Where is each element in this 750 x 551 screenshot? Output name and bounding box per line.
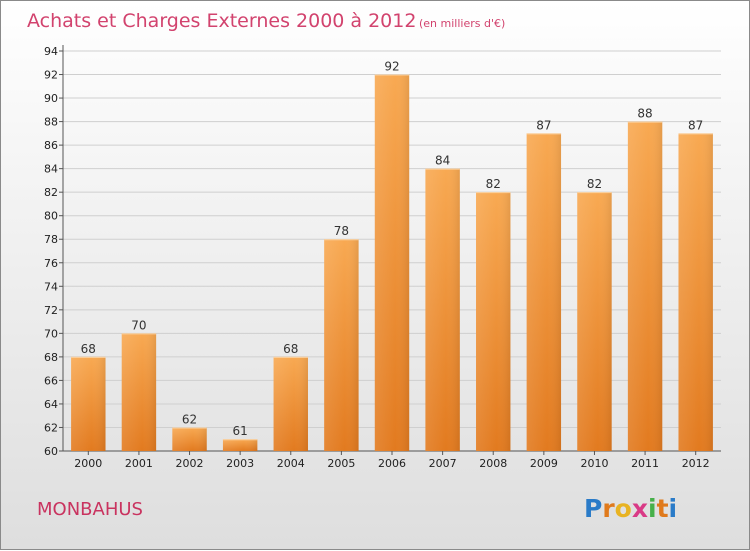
bar-value-label: 88: [637, 107, 652, 121]
bar-shading: [121, 333, 157, 451]
y-tick-label: 76: [44, 257, 58, 270]
proxiti-logo: Proxiti: [584, 494, 677, 523]
y-tick-label: 72: [44, 304, 58, 317]
y-tick-label: 88: [44, 116, 58, 129]
bar-shading: [526, 133, 562, 451]
bar-value-label: 82: [486, 177, 501, 191]
y-tick-label: 90: [44, 92, 58, 105]
bar-value-label: 92: [384, 60, 399, 74]
bar-value-label: 68: [283, 342, 298, 356]
x-tick-label: 2001: [125, 457, 153, 470]
x-tick-label: 2012: [682, 457, 710, 470]
logo-letter: i: [648, 494, 657, 523]
bar-shading: [476, 192, 511, 452]
y-tick-label: 92: [44, 69, 58, 82]
bar-value-label: 70: [131, 318, 146, 332]
x-tick-label: 2005: [327, 457, 355, 470]
y-tick-label: 78: [44, 233, 58, 246]
x-tick-label: 2006: [378, 457, 406, 470]
logo-letter: P: [584, 494, 602, 523]
y-tick-label: 82: [44, 186, 58, 199]
y-tick-label: 70: [44, 327, 58, 340]
bar-value-label: 87: [536, 118, 551, 132]
bar-value-label: 68: [81, 342, 96, 356]
x-tick-label: 2002: [176, 457, 204, 470]
bar-shading: [222, 439, 258, 451]
logo-letter: r: [602, 494, 615, 523]
y-tick-label: 62: [44, 421, 58, 434]
bar-shading: [627, 121, 663, 452]
axes: 60 62 64 66 68 70 72 74 76 78 80 82 84 86 88 90 92 94 2000…: [44, 45, 721, 470]
bars: 68 70 62 61 68 78 92 84 82 87 82 88 87: [71, 60, 713, 452]
y-tick-label: 80: [44, 210, 58, 223]
bar-shading: [273, 356, 308, 451]
x-tick-label: 2009: [530, 457, 558, 470]
chart-unit: (en milliers d'€): [419, 17, 505, 30]
x-tick-label: 2007: [429, 457, 457, 470]
chart-title: Achats et Charges Externes 2000 à 2012: [27, 10, 416, 32]
bar-shading: [71, 356, 106, 451]
x-tick-label: 2011: [631, 457, 659, 470]
bar-shading: [172, 427, 207, 451]
logo-letter: i: [669, 494, 678, 523]
bar-shading: [374, 74, 410, 451]
bar-value-label: 82: [587, 177, 602, 191]
commune-name: MONBAHUS: [37, 499, 143, 520]
y-tick-label: 64: [44, 398, 58, 411]
x-tick-label: 2000: [74, 457, 102, 470]
y-tick-label: 84: [44, 163, 58, 176]
bar-shading: [425, 168, 460, 451]
y-tick-label: 60: [44, 445, 58, 458]
bar-value-label: 62: [182, 412, 197, 426]
y-tick-label: 86: [44, 139, 58, 152]
bar-value-label: 61: [233, 424, 248, 438]
bar-value-label: 84: [435, 154, 450, 168]
bar-shading: [324, 239, 359, 451]
y-tick-label: 74: [44, 280, 58, 293]
x-tick-label: 2010: [580, 457, 608, 470]
x-tick-label: 2003: [226, 457, 254, 470]
logo-letter: t: [657, 494, 669, 523]
x-tick-label: 2004: [277, 457, 305, 470]
bar-shading: [577, 192, 612, 452]
bar-value-label: 78: [334, 224, 349, 238]
bar-shading: [678, 133, 713, 451]
logo-letter: o: [615, 494, 632, 523]
x-tick-label: 2008: [479, 457, 507, 470]
y-tick-label: 94: [44, 45, 58, 58]
y-tick-label: 66: [44, 374, 58, 387]
bar-value-label: 87: [688, 118, 703, 132]
y-tick-label: 68: [44, 351, 58, 364]
logo-letter: x: [632, 494, 648, 523]
